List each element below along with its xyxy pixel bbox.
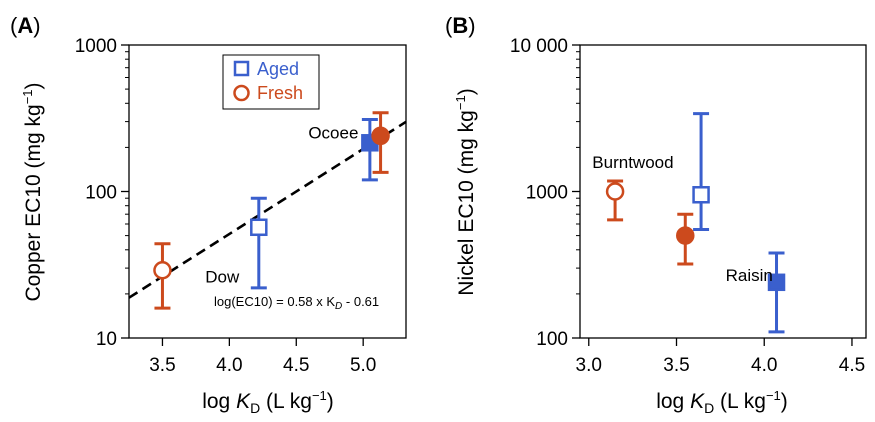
- panel-a-fit-line: [128, 120, 407, 299]
- fit-line: [128, 120, 407, 299]
- fit-equation: log(EC10) = 0.58 x KD - 0.61: [214, 294, 379, 312]
- data-point-aged: [692, 186, 710, 204]
- panel-a: (A) 3.5 4.0 4.5 5.0 10 100 1000 Dow Ocoee Aged…: [10, 13, 407, 416]
- data-point-aged: [767, 273, 786, 292]
- x-tick-label: 4.0: [751, 355, 777, 376]
- panel-b-y-axis: 100 1000 10 000: [510, 36, 580, 350]
- data-point-fresh: [371, 126, 390, 146]
- legend: Aged Fresh: [222, 54, 320, 110]
- panel-b-data-points: [605, 112, 786, 334]
- panel-b-x-axis: 3.0 3.5 4.0 4.5: [576, 338, 865, 376]
- legend-marker-fresh: [233, 84, 250, 102]
- legend-marker-aged: [233, 60, 250, 77]
- panel-a-data-points: [153, 111, 390, 310]
- panel-a-x-axis-title: log KD (L kg−1): [202, 388, 334, 416]
- panel-a-y-axis-title: Copper EC10 (mg kg−1): [20, 82, 45, 301]
- y-tick-label: 1000: [526, 183, 568, 204]
- data-point-fresh: [676, 226, 695, 245]
- x-tick-label: 4.5: [839, 355, 865, 376]
- panel-a-y-axis: 10 100 1000: [75, 36, 129, 350]
- point-annotation: Burntwood: [592, 153, 673, 172]
- legend-label-fresh: Fresh: [257, 83, 303, 103]
- x-tick-label: 3.5: [663, 355, 689, 376]
- point-annotation: Ocoee: [308, 124, 358, 143]
- panel-b: (B) 3.0 3.5 4.0 4.5 100 1000 10 000 Burntwood…: [445, 13, 867, 416]
- y-tick-label: 10 000: [510, 36, 568, 57]
- panel-b-y-axis-title: Nickel EC10 (mg kg−1): [453, 88, 478, 295]
- x-tick-label: 3.5: [149, 355, 175, 376]
- y-tick-label: 1000: [75, 36, 117, 57]
- panel-a-annotations: Dow Ocoee: [205, 124, 358, 287]
- panel-b-annotations: Burntwood Raisin: [592, 153, 773, 285]
- panel-b-x-axis-title: log KD (L kg−1): [656, 388, 788, 416]
- point-annotation: Raisin: [726, 266, 773, 285]
- y-tick-label: 100: [536, 329, 568, 350]
- y-tick-label: 100: [85, 183, 117, 204]
- point-annotation: Dow: [205, 267, 240, 286]
- panel-b-label: (B): [445, 13, 476, 38]
- data-point-aged: [250, 218, 268, 237]
- x-tick-label: 4.0: [216, 355, 242, 376]
- data-point-fresh: [153, 261, 172, 280]
- fit-equation-sub: D: [335, 301, 342, 312]
- legend-label-aged: Aged: [257, 59, 299, 79]
- panel-a-x-axis: 3.5 4.0 4.5 5.0: [149, 338, 376, 376]
- y-tick-label: 10: [96, 329, 117, 350]
- panel-a-label: (A): [10, 13, 41, 38]
- x-tick-label: 3.0: [576, 355, 602, 376]
- x-tick-label: 4.5: [283, 355, 309, 376]
- data-point-fresh: [605, 182, 625, 201]
- x-tick-label: 5.0: [350, 355, 376, 376]
